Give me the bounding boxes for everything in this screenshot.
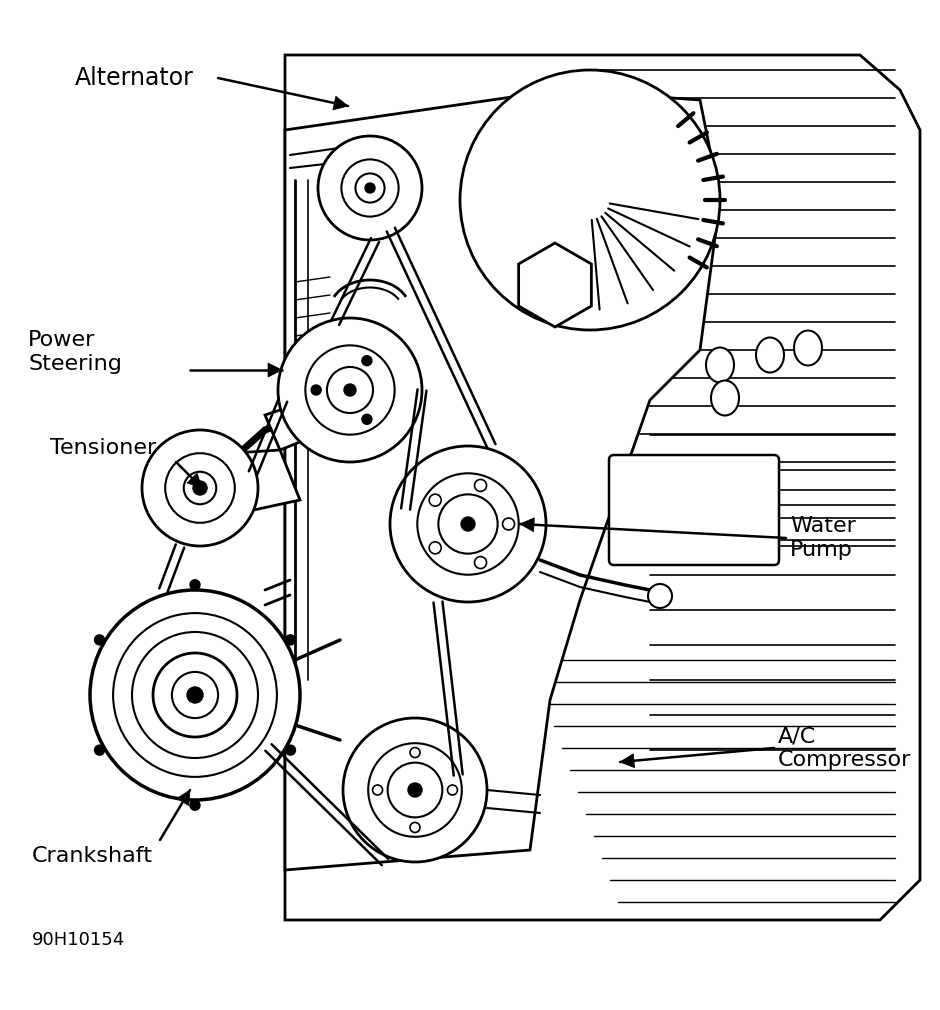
Circle shape	[172, 672, 218, 718]
Circle shape	[286, 745, 295, 755]
Circle shape	[475, 557, 487, 569]
Circle shape	[447, 785, 458, 795]
Circle shape	[365, 183, 375, 193]
Circle shape	[343, 718, 487, 862]
Circle shape	[362, 356, 372, 366]
Text: 90H10154: 90H10154	[32, 931, 125, 949]
Circle shape	[410, 747, 420, 758]
Text: Water
Pump: Water Pump	[790, 516, 856, 560]
Circle shape	[165, 453, 235, 523]
Polygon shape	[265, 400, 330, 450]
Text: Crankshaft: Crankshaft	[32, 846, 153, 866]
Circle shape	[132, 632, 258, 758]
Circle shape	[408, 783, 422, 797]
Circle shape	[327, 367, 373, 413]
Polygon shape	[268, 363, 282, 377]
Circle shape	[311, 385, 321, 395]
Circle shape	[113, 613, 277, 777]
Circle shape	[90, 590, 300, 800]
Polygon shape	[187, 473, 202, 488]
Circle shape	[430, 541, 441, 553]
Circle shape	[648, 584, 672, 608]
Ellipse shape	[794, 330, 822, 366]
Circle shape	[387, 763, 443, 817]
Circle shape	[417, 474, 519, 575]
Circle shape	[355, 174, 384, 203]
Circle shape	[344, 384, 356, 396]
Circle shape	[372, 785, 383, 795]
Polygon shape	[333, 96, 348, 110]
Polygon shape	[620, 753, 634, 768]
Ellipse shape	[711, 381, 739, 415]
Circle shape	[475, 480, 487, 492]
Ellipse shape	[756, 337, 784, 373]
Circle shape	[190, 800, 200, 810]
Circle shape	[187, 687, 203, 703]
Circle shape	[341, 160, 399, 216]
Circle shape	[362, 414, 372, 424]
Circle shape	[503, 518, 514, 530]
Circle shape	[95, 745, 104, 755]
Ellipse shape	[706, 347, 734, 383]
Circle shape	[306, 345, 395, 434]
Polygon shape	[285, 90, 720, 870]
Circle shape	[460, 70, 720, 330]
Circle shape	[438, 494, 497, 553]
Polygon shape	[520, 518, 534, 531]
Circle shape	[142, 430, 258, 546]
Circle shape	[318, 136, 422, 240]
FancyBboxPatch shape	[609, 454, 779, 565]
Polygon shape	[285, 55, 920, 920]
Circle shape	[193, 481, 207, 495]
Polygon shape	[177, 790, 190, 806]
Circle shape	[190, 580, 200, 590]
Text: A/C
Compressor: A/C Compressor	[778, 726, 912, 770]
Text: Power
Steering: Power Steering	[28, 330, 122, 374]
Circle shape	[286, 635, 295, 644]
Polygon shape	[160, 450, 300, 528]
Circle shape	[461, 517, 475, 531]
Circle shape	[430, 494, 441, 506]
Circle shape	[183, 472, 216, 504]
Circle shape	[410, 822, 420, 832]
Circle shape	[368, 743, 462, 837]
Text: Alternator: Alternator	[75, 66, 194, 90]
Text: Tensioner: Tensioner	[50, 438, 156, 458]
Circle shape	[390, 446, 546, 602]
Circle shape	[153, 653, 237, 737]
Circle shape	[278, 318, 422, 462]
Circle shape	[95, 635, 104, 644]
